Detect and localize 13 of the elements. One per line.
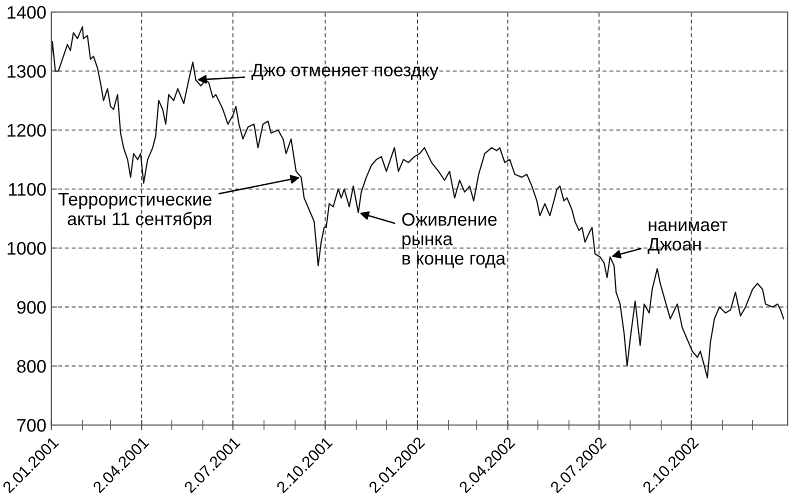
line-series: [51, 26, 784, 378]
y-tick-label: 1200: [8, 124, 46, 137]
annotation: нанимает Джоан: [648, 221, 728, 254]
y-tick-label: 1100: [9, 182, 46, 196]
y-tick-label: 700: [17, 418, 46, 432]
y-tick-label: 1000: [8, 242, 46, 255]
annotation: Джо отменяет поездку: [251, 64, 438, 80]
y-tick-label: 1400: [8, 6, 46, 19]
y-tick-label: 900: [17, 300, 46, 314]
annotation: Террористические акты 11 сентября: [58, 193, 212, 229]
annotation: Оживление рынка в конце года: [402, 213, 506, 268]
y-tick-label: 1300: [8, 65, 46, 78]
y-tick-label: 800: [17, 360, 46, 373]
